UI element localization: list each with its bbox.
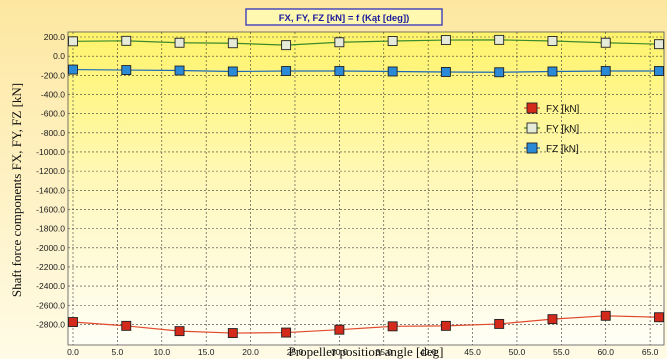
data-point: [281, 66, 292, 76]
y-tick-label: -400.0: [41, 89, 65, 99]
series-line: [72, 68, 659, 73]
gridlines: [68, 32, 664, 345]
y-tick-label: -800.0: [41, 128, 65, 138]
y-tick-label: -2200.0: [36, 262, 65, 272]
data-point: [600, 66, 611, 76]
series-markers: [68, 34, 664, 338]
x-tick-label: 20.0: [242, 347, 259, 357]
x-tick-label: 40.0: [420, 347, 437, 357]
data-point: [440, 67, 451, 77]
y-tick-label: -1400.0: [36, 185, 65, 195]
x-tick-label: 30.0: [331, 347, 348, 357]
data-point: [600, 310, 611, 321]
series-line: [72, 315, 660, 334]
y-tick-label: 200.0: [44, 32, 66, 42]
legend: FX [kN] FY [kN] FZ [kN]: [524, 102, 580, 155]
data-point: [334, 37, 345, 48]
data-point: [281, 327, 292, 338]
data-point: [387, 66, 398, 77]
data-point: [68, 317, 78, 327]
y-tick-label: -1800.0: [36, 224, 65, 234]
data-point: [387, 36, 398, 46]
data-point: [68, 64, 78, 75]
x-axis-title: Propeller position angle [deg]: [289, 344, 444, 359]
data-point: [547, 66, 558, 77]
x-tick-label: 0.0: [67, 347, 79, 357]
data-point: [494, 318, 505, 329]
data-point: [654, 39, 664, 50]
data-point: [440, 320, 451, 331]
data-point: [387, 321, 398, 332]
y-tick-labels: 200.0 0.0 -200.0 -400.0 -600.0 -800.0 -1000.0 -…: [36, 32, 65, 329]
x-tick-label: 60.0: [597, 347, 614, 357]
data-point: [334, 66, 345, 76]
data-point: [227, 66, 238, 77]
data-point: [281, 40, 292, 51]
x-tick-label: 15.0: [198, 347, 215, 357]
data-point: [654, 312, 664, 323]
data-point: [494, 67, 505, 78]
data-point: [174, 326, 185, 337]
x-tick-label: 65.0: [642, 347, 659, 357]
y-tick-label: 0.0: [53, 51, 65, 61]
data-point: [121, 65, 132, 76]
legend-label: FZ [kN]: [546, 144, 579, 155]
y-tick-label: -2800.0: [36, 319, 65, 329]
y-tick-label: -600.0: [41, 109, 65, 119]
series-lines: [72, 39, 660, 334]
y-tick-label: -1200.0: [36, 166, 65, 176]
x-tick-label: 55.0: [553, 347, 570, 357]
plot-area: [67, 31, 665, 346]
data-point: [174, 65, 185, 76]
y-tick-label: -2400.0: [36, 281, 65, 291]
data-point: [440, 35, 451, 46]
data-point: [68, 36, 78, 47]
chart-title: FX, FY, FZ [kN] = f (Kąt [deg]): [279, 13, 410, 24]
data-point: [227, 328, 238, 338]
x-tick-label: 5.0: [111, 347, 123, 357]
x-tick-label: 10.0: [154, 347, 171, 357]
data-point: [121, 35, 132, 46]
data-point: [494, 34, 505, 45]
series-line: [72, 39, 660, 46]
data-point: [547, 36, 558, 46]
y-tick-label: -2600.0: [36, 300, 65, 310]
legend-marker: [526, 122, 538, 134]
y-tick-label: -1000.0: [36, 147, 65, 157]
data-point: [547, 314, 558, 325]
y-axis-title: Shaft force components FX, FY, FZ [kN]: [9, 83, 24, 297]
y-tick-label: -1600.0: [36, 204, 65, 214]
legend-marker: [526, 142, 538, 154]
data-point: [174, 37, 185, 48]
x-tick-labels: 0.0 5.0 10.0 15.0 20.0 25.0 30.0 35.0 40.0 45.0 50…: [67, 347, 659, 357]
x-tick-label: 50.0: [509, 347, 526, 357]
y-tick-label: -200.0: [41, 70, 65, 80]
legend-label: FY [kN]: [546, 124, 579, 135]
legend-marker: [526, 102, 538, 114]
y-tick-label: -2000.0: [36, 243, 65, 253]
data-point: [227, 38, 238, 49]
data-point: [121, 320, 132, 331]
data-point: [600, 37, 611, 48]
x-tick-label: 25.0: [287, 347, 304, 357]
data-point: [334, 324, 345, 335]
chart-title-box: [245, 8, 443, 26]
x-tick-label: 45.0: [464, 347, 481, 357]
data-point: [654, 66, 664, 76]
x-tick-label: 35.0: [375, 347, 392, 357]
legend-label: FX [kN]: [546, 104, 580, 115]
